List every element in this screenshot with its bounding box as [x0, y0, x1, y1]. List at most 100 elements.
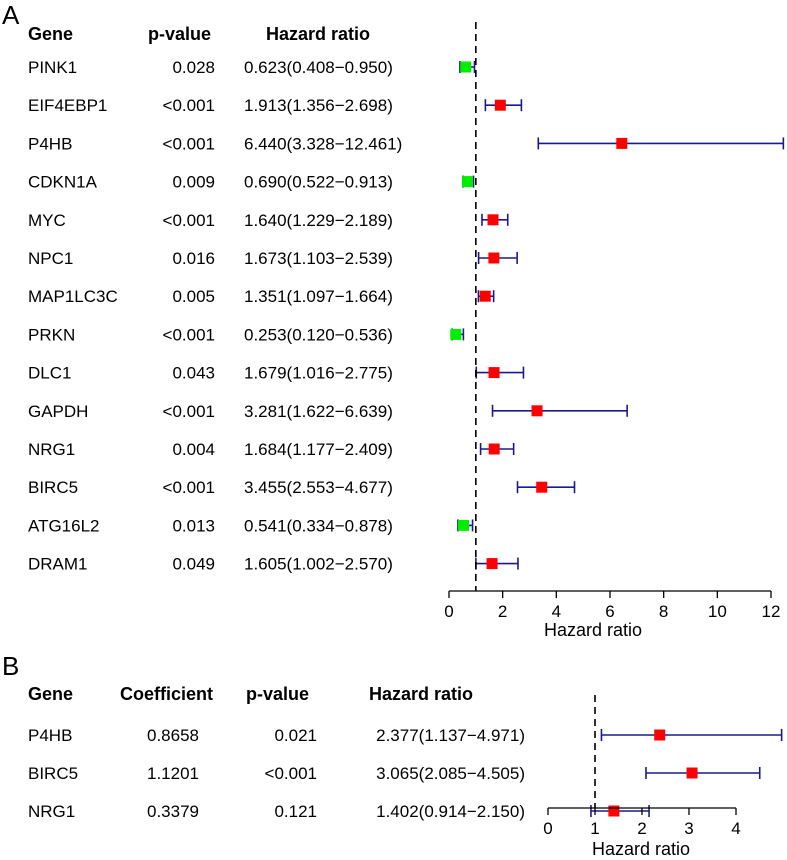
gene-name: ATG16L2 [28, 516, 100, 535]
gene-name: MAP1LC3C [28, 287, 118, 306]
p-value: 0.043 [172, 364, 215, 383]
hazard-ratio-text: 1.640(1.229−2.189) [244, 211, 393, 230]
hr-point-dram1 [486, 558, 498, 570]
table-row: NRG1 0.3379 0.121 1.402(0.914−2.150) [28, 802, 525, 821]
gene-name: P4HB [28, 134, 72, 153]
panel-a-label: A [2, 0, 20, 30]
p-value: <0.001 [163, 478, 215, 497]
panel-b-x-axis-label: Hazard ratio [592, 839, 690, 859]
hr-point-npc1 [488, 252, 500, 264]
x-tick-label: 8 [659, 602, 668, 621]
gene-name: P4HB [28, 726, 72, 745]
table-row: CDKN1A 0.009 0.690(0.522−0.913) [28, 173, 393, 192]
coefficient-value: 0.8658 [147, 726, 199, 745]
table-row: P4HB <0.001 6.440(3.328−12.461) [28, 134, 402, 153]
x-tick-label: 1 [590, 819, 599, 838]
ci-whisker-gapdh [491, 404, 628, 417]
hazard-ratio-text: 3.455(2.553−4.677) [244, 478, 393, 497]
hazard-ratio-text: 0.690(0.522−0.913) [244, 173, 393, 192]
gene-name: CDKN1A [28, 173, 98, 192]
table-row: DRAM1 0.049 1.605(1.002−2.570) [28, 555, 393, 574]
hazard-ratio-text: 1.351(1.097−1.664) [244, 287, 393, 306]
table-row: DLC1 0.043 1.679(1.016−2.775) [28, 364, 393, 383]
panel-b-label: B [2, 651, 19, 681]
p-value: 0.049 [172, 555, 215, 574]
panel-a-rows: PINK1 0.028 0.623(0.408−0.950) EIF4EBP1 <0.0… [28, 58, 402, 574]
gene-name: PRKN [28, 325, 75, 344]
x-tick-label: 3 [684, 819, 693, 838]
panel-b-rows: P4HB 0.8658 0.021 2.377(1.137−4.971) BIRC5 1.… [28, 726, 525, 821]
x-tick-label: 6 [605, 602, 614, 621]
gene-name: GAPDH [28, 402, 88, 421]
hazard-ratio-text: 1.402(0.914−2.150) [376, 802, 525, 821]
coefficient-value: 1.1201 [147, 764, 199, 783]
p-value: <0.001 [265, 764, 317, 783]
x-tick-label: 12 [762, 602, 781, 621]
table-row: BIRC5 <0.001 3.455(2.553−4.677) [28, 478, 393, 497]
ci-whisker-p4hb [537, 137, 785, 150]
gene-name: MYC [28, 211, 66, 230]
x-tick-label: 4 [552, 602, 561, 621]
panel-a-header-pvalue: p-value [148, 24, 211, 44]
gene-name: BIRC5 [28, 478, 78, 497]
p-value: 0.013 [172, 516, 215, 535]
p-value: <0.001 [163, 402, 215, 421]
hazard-ratio-text: 6.440(3.328−12.461) [244, 134, 402, 153]
table-row: P4HB 0.8658 0.021 2.377(1.137−4.971) [28, 726, 525, 745]
panel-b-header-gene: Gene [28, 684, 73, 704]
p-value: 0.004 [172, 440, 215, 459]
hazard-ratio-text: 1.679(1.016−2.775) [244, 364, 393, 383]
panel-a-header-gene: Gene [28, 24, 73, 44]
table-row: MAP1LC3C 0.005 1.351(1.097−1.664) [28, 287, 393, 306]
hr-point-p4hb [654, 729, 666, 741]
panel-b-header-pvalue: p-value [246, 684, 309, 704]
p-value: 0.021 [274, 726, 317, 745]
panel-b-header-hr: Hazard ratio [369, 684, 473, 704]
hr-point-myc [487, 214, 499, 226]
hazard-ratio-text: 3.281(1.622−6.639) [244, 402, 393, 421]
hr-point-birc5 [536, 481, 548, 493]
table-row: ATG16L2 0.013 0.541(0.334−0.878) [28, 516, 393, 535]
p-value: 0.121 [274, 802, 317, 821]
panel-a-header-hr: Hazard ratio [266, 24, 370, 44]
ci-whisker-p4hb [600, 729, 783, 741]
hazard-ratio-text: 0.623(0.408−0.950) [244, 58, 393, 77]
hr-point-map1lc3c [479, 290, 491, 302]
table-row: NPC1 0.016 1.673(1.103−2.539) [28, 249, 393, 268]
p-value: <0.001 [163, 134, 215, 153]
panel-b-plot: 0 1 2 3 4 [543, 695, 783, 838]
hazard-ratio-text: 1.913(1.356−2.698) [244, 96, 393, 115]
hazard-ratio-text: 1.673(1.103−2.539) [244, 249, 393, 268]
p-value: 0.016 [172, 249, 215, 268]
gene-name: EIF4EBP1 [28, 96, 107, 115]
gene-name: NRG1 [28, 440, 75, 459]
gene-name: NPC1 [28, 249, 73, 268]
x-tick-label: 0 [543, 819, 552, 838]
hr-point-p4hb [616, 137, 628, 149]
gene-name: DLC1 [28, 364, 71, 383]
hr-point-prkn [450, 328, 462, 340]
table-row: PINK1 0.028 0.623(0.408−0.950) [28, 58, 393, 77]
hr-point-birc5 [686, 767, 698, 779]
hr-point-atg16l2 [458, 519, 470, 531]
table-row: NRG1 0.004 1.684(1.177−2.409) [28, 440, 393, 459]
table-row: GAPDH <0.001 3.281(1.622−6.639) [28, 402, 393, 421]
hr-point-cdkn1a [462, 176, 474, 188]
coefficient-value: 0.3379 [147, 802, 199, 821]
hr-point-eif4ebp1 [494, 99, 506, 111]
table-row: BIRC5 1.1201 <0.001 3.065(2.085−4.505) [28, 764, 525, 783]
p-value: <0.001 [163, 325, 215, 344]
hr-point-nrg1 [488, 443, 500, 455]
p-value: 0.005 [172, 287, 215, 306]
hazard-ratio-text: 0.541(0.334−0.878) [244, 516, 393, 535]
hr-point-pink1 [460, 61, 472, 73]
ci-whisker-nrg1 [590, 805, 650, 817]
hazard-ratio-text: 1.684(1.177−2.409) [244, 440, 393, 459]
p-value: 0.028 [172, 58, 215, 77]
x-tick-label: 2 [498, 602, 507, 621]
hazard-ratio-text: 0.253(0.120−0.536) [244, 325, 393, 344]
gene-name: DRAM1 [28, 555, 88, 574]
p-value: 0.009 [172, 173, 215, 192]
table-row: MYC <0.001 1.640(1.229−2.189) [28, 211, 393, 230]
